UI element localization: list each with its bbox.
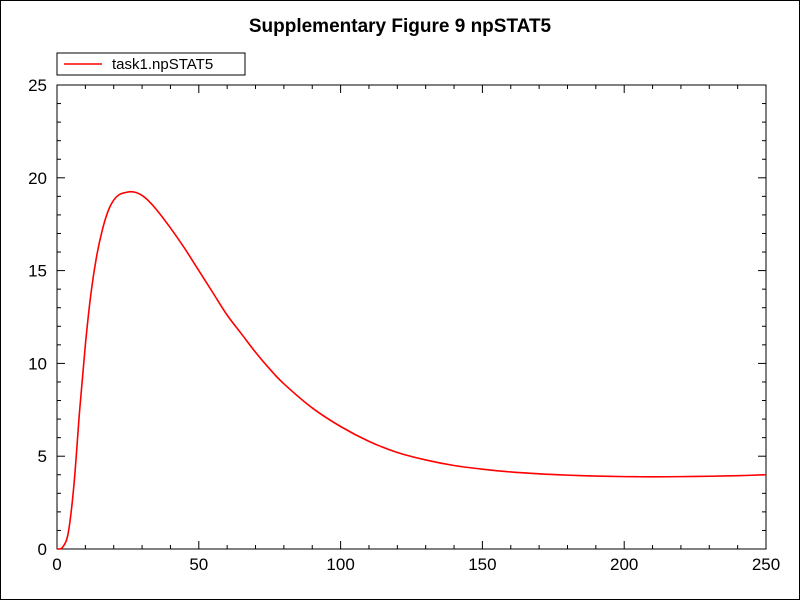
legend: task1.npSTAT5	[56, 52, 246, 76]
x-tick-label: 100	[326, 555, 354, 574]
x-tick-label: 200	[610, 555, 638, 574]
x-tick-label: 250	[752, 555, 780, 574]
y-tick-label: 5	[38, 447, 47, 466]
chart-title: Supplementary Figure 9 npSTAT5	[249, 16, 552, 37]
minor-ticks	[57, 85, 766, 549]
y-tick-labels: 0 5 10 15 20 25	[28, 76, 47, 559]
legend-label: task1.npSTAT5	[112, 56, 213, 73]
y-tick-label: 0	[38, 540, 47, 559]
major-ticks	[56, 84, 767, 550]
x-tick-labels: 0 50 100 150 200 250	[52, 555, 780, 574]
series-group	[56, 190, 767, 550]
y-tick-label: 20	[28, 169, 47, 188]
legend-box	[56, 52, 246, 76]
y-tick-label: 15	[28, 262, 47, 281]
plot-area	[56, 84, 767, 550]
x-tick-label: 50	[189, 555, 208, 574]
x-tick-label: 0	[52, 555, 61, 574]
x-tick-label: 150	[468, 555, 496, 574]
y-tick-label: 10	[28, 354, 47, 373]
series-line-task1-npstat5	[56, 190, 767, 550]
y-tick-label: 25	[28, 76, 47, 95]
